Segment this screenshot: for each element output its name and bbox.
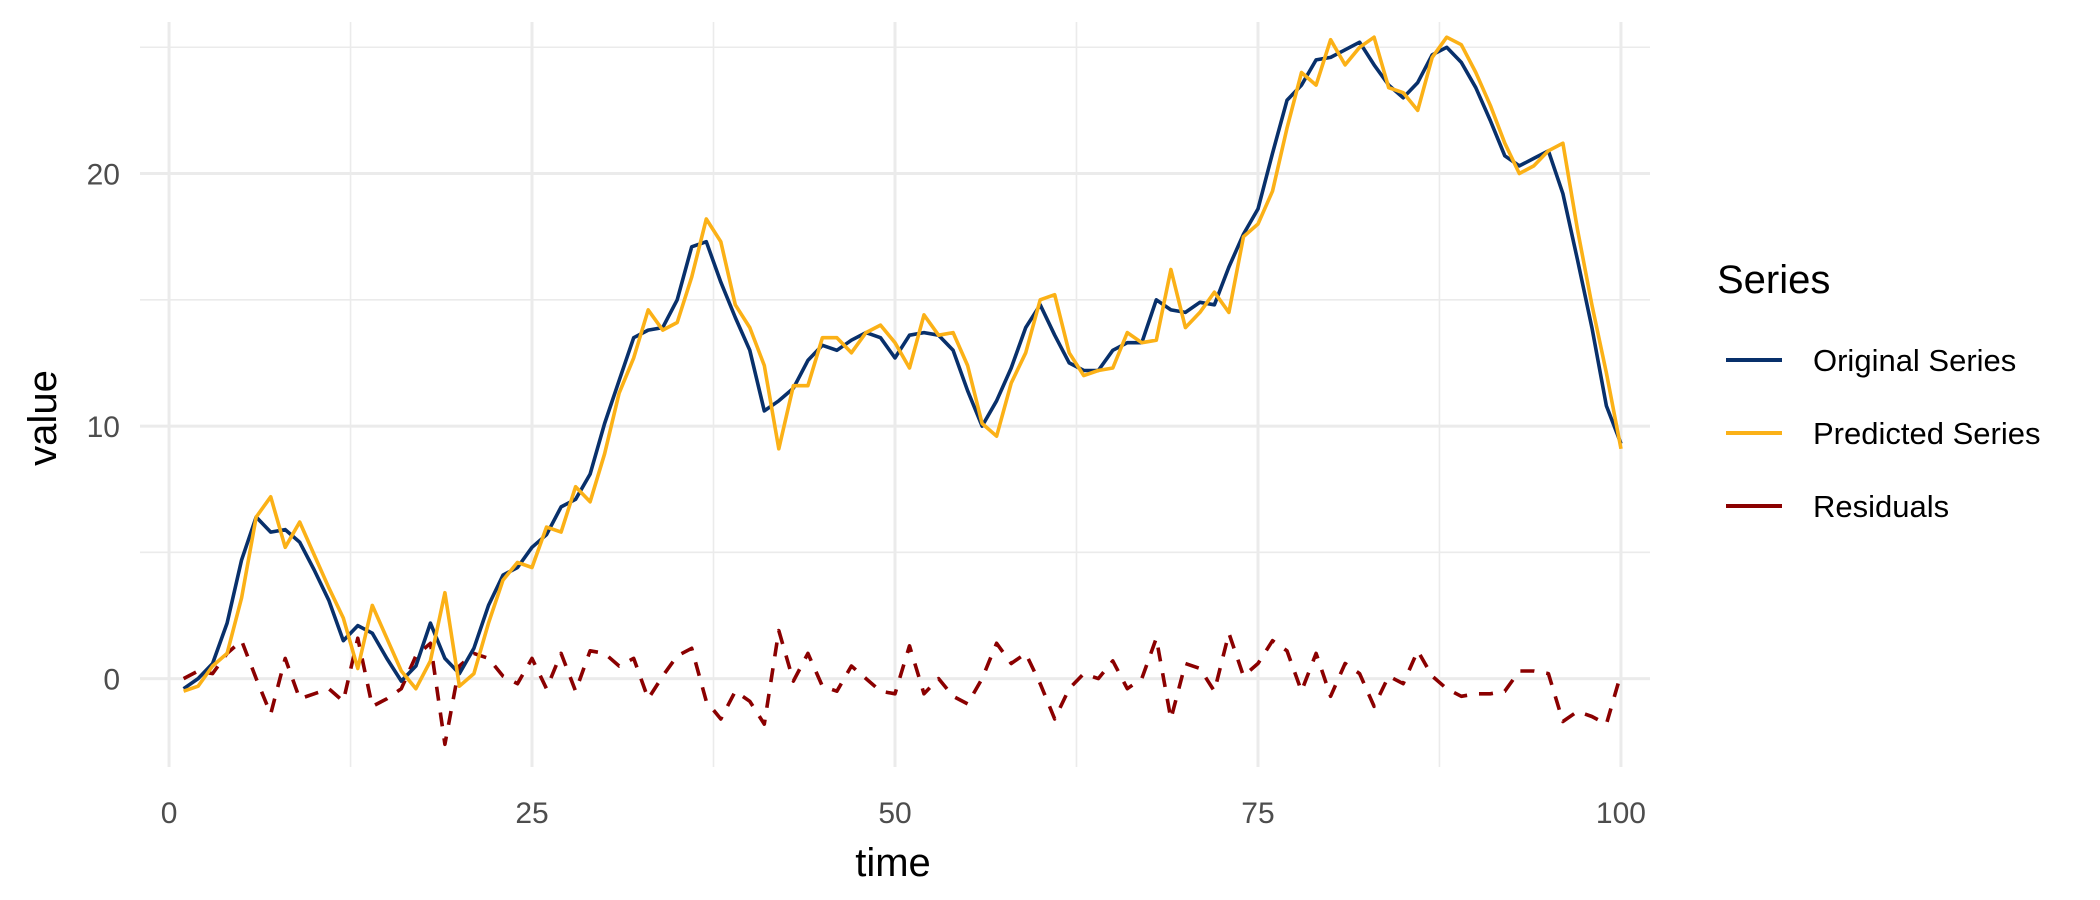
x-axis-title: time: [855, 841, 931, 885]
x-tick-label: 25: [515, 797, 548, 830]
y-tick-label: 10: [87, 411, 120, 444]
x-tick-label: 100: [1596, 797, 1646, 830]
legend-label-original-series: Original Series: [1813, 343, 2016, 378]
grid-lines: [140, 22, 1650, 767]
y-tick-label: 0: [103, 664, 120, 697]
axis-ticks: 0 25 50 75 100 0 10 20: [87, 159, 1646, 830]
y-tick-label: 20: [87, 159, 120, 192]
series-line-predicted-series: [183, 35, 1623, 693]
legend-label-predicted-series: Predicted Series: [1813, 416, 2040, 451]
x-tick-label: 75: [1241, 797, 1274, 830]
series-layer: [182, 35, 1623, 747]
x-tick-label: 0: [161, 797, 178, 830]
legend: Series Original Series Predicted Series …: [1717, 258, 2040, 524]
y-axis-title: value: [21, 370, 65, 466]
legend-label-residuals: Residuals: [1813, 489, 1949, 524]
x-tick-label: 50: [878, 797, 911, 830]
series-line-original-series: [182, 40, 1623, 691]
series-line-residuals: [182, 628, 1623, 747]
legend-title: Series: [1717, 258, 1830, 302]
